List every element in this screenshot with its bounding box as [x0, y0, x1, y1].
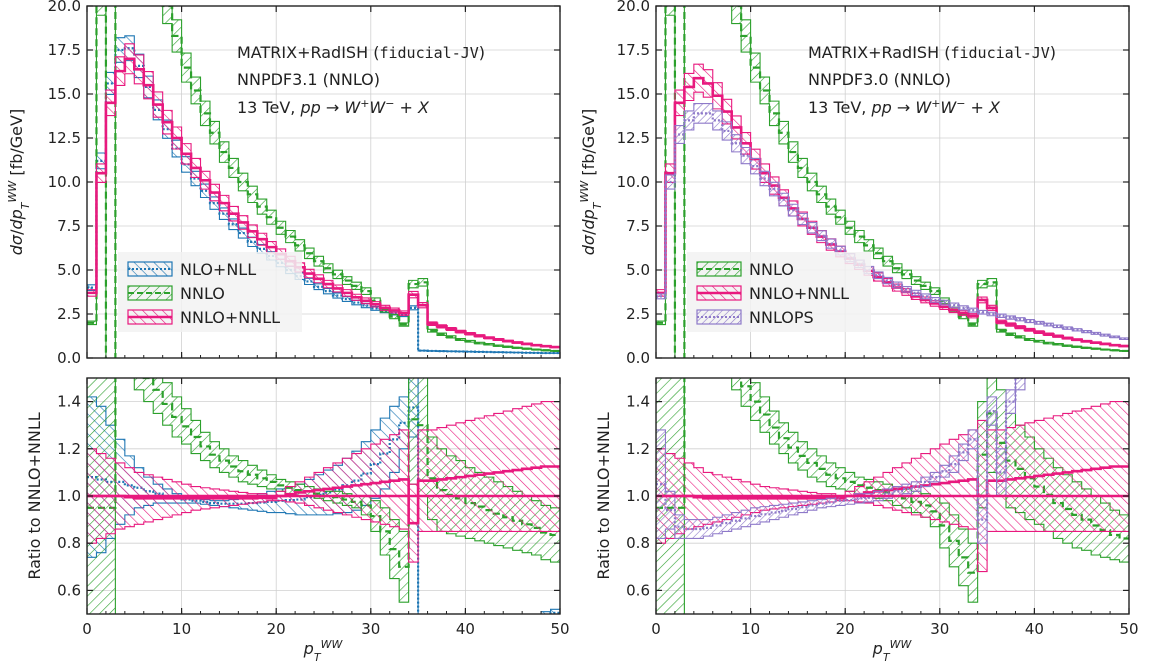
ytick-label: 10.0: [617, 173, 650, 191]
bands-right-bottom: [656, 378, 1129, 614]
ticks-left-top: 0.0 2.5 5.0 7.5 10.0 12.5 15.0 17.5 20.0: [48, 0, 561, 367]
legend-label-right-nnlo: NNLO: [749, 260, 794, 279]
xtick-label: 20: [267, 620, 286, 638]
band-nnlops: [656, 378, 1035, 544]
legend-item-right-nnlops: NNLOPS: [696, 308, 814, 327]
xlabel-left: pTWW: [303, 638, 344, 664]
xtick-label: 40: [1025, 620, 1044, 638]
ytick-label: 17.5: [617, 41, 650, 59]
band-nnlo-nnll: [87, 401, 560, 563]
ytick-label: 0.0: [626, 349, 650, 367]
ytick-label: 1.2: [626, 440, 650, 458]
ylabel-right-top: dσ/dpTWW [fb/GeV]: [578, 109, 604, 255]
ytick-label: 0.8: [57, 534, 81, 552]
legend-label-right-nnlops: NNLOPS: [749, 308, 814, 327]
ticks-right-top: 0.0 2.5 5.0 7.5 10.0 12.5 15.0 17.5 20.0: [617, 0, 1130, 367]
annotation-line-3: 13 TeV, pp → W+W− + X: [237, 97, 430, 118]
xtick-label: 10: [172, 620, 191, 638]
panel-left-top: 0.0 2.5 5.0 7.5 10.0 12.5 15.0 17.5 20.0 MATRIX+…: [6, 0, 561, 367]
xtick-label: 0: [651, 620, 661, 638]
xtick-label: 50: [550, 620, 569, 638]
panel-right-bottom: 0.6 0.8 1.0 1.2 1.4 0 10 20 30 40 50 Ratio to NNLO…: [594, 377, 1139, 664]
ytick-label: 0.6: [626, 581, 650, 599]
line-nnlo: [656, 6, 1129, 358]
xtick-label: 20: [836, 620, 855, 638]
ytick-label: 7.5: [626, 217, 650, 235]
line-nnlops: [656, 378, 1027, 531]
ytick-label: 5.0: [626, 261, 650, 279]
xtick-label: 30: [361, 620, 380, 638]
ytick-label: 10.0: [48, 173, 81, 191]
line-nnlo-nnll: [87, 57, 560, 349]
xtick-label: 30: [930, 620, 949, 638]
ytick-label: 1.0: [57, 487, 81, 505]
legend-label-nlo-nll: NLO+NLL: [180, 260, 256, 279]
annotation-right-line-3: 13 TeV, pp → W+W− + X: [808, 97, 1001, 118]
ytick-label: 15.0: [48, 85, 81, 103]
ytick-label: 1.4: [626, 393, 650, 411]
legend-right: NNLO NNLO+NNLL NNLOPS: [687, 252, 871, 332]
annotation-line-1: MATRIX+RadISH (fiducial-JV): [237, 43, 485, 62]
xtick-label: 50: [1119, 620, 1138, 638]
line-nnlo-nnll: [87, 465, 560, 525]
ytick-label: 2.5: [626, 305, 650, 323]
xtick-label: 10: [741, 620, 760, 638]
ylabel-right-bottom: Ratio to NNLO+NNLL: [594, 412, 613, 579]
ytick-label: 5.0: [57, 261, 81, 279]
ytick-label: 7.5: [57, 217, 81, 235]
ytick-label: 1.0: [626, 487, 650, 505]
band-nnlo-nnll: [87, 43, 560, 349]
line-nnlops: [656, 112, 1129, 340]
annotation-line-2: NNPDF3.1 (NNLO): [237, 70, 380, 89]
ytick-label: 20.0: [48, 0, 81, 15]
ytick-label: 2.5: [57, 305, 81, 323]
xlabel-right: pTWW: [872, 638, 913, 664]
legend-item-nnlo: NNLO: [127, 284, 225, 303]
legend-left: NLO+NLL NNLO NNLO+NNLL: [118, 252, 302, 332]
annotation-left: MATRIX+RadISH (fiducial-JV) NNPDF3.1 (NN…: [237, 43, 485, 117]
bands-left-bottom: [87, 378, 560, 614]
legend-item-right-nnlo: NNLO: [696, 260, 794, 279]
legend-item-nnlo-nnll: NNLO+NNLL: [127, 308, 280, 327]
ytick-label: 17.5: [48, 41, 81, 59]
annotation-right-line-2: NNPDF3.0 (NNLO): [808, 70, 951, 89]
bands-left-top: [87, 6, 560, 358]
xtick-label: 0: [82, 620, 92, 638]
legend-label-nnlo: NNLO: [180, 284, 225, 303]
ylabel-left-top: dσ/dpTWW [fb/GeV]: [6, 109, 32, 255]
legend-item-nlo-nll: NLO+NLL: [127, 260, 256, 279]
panel-right-top: 0.0 2.5 5.0 7.5 10.0 12.5 15.0 17.5 20.0 MATRIX+…: [578, 0, 1130, 367]
annotation-right-line-1: MATRIX+RadISH (fiducial-JV): [808, 43, 1056, 62]
panel-left-bottom: 0.6 0.8 1.0 1.2 1.4 0 10 20 30 40 50 Ratio to NNLO…: [25, 377, 570, 664]
ticks-left-bottom: 0.6 0.8 1.0 1.2 1.4 0 10 20 30 40 50: [57, 378, 570, 638]
legend-label-right-nnlo-nnll: NNLO+NNLL: [749, 284, 849, 303]
xtick-label: 40: [456, 620, 475, 638]
line-nnlo: [87, 6, 560, 358]
annotation-right: MATRIX+RadISH (fiducial-JV) NNPDF3.0 (NN…: [808, 43, 1056, 117]
ytick-label: 0.6: [57, 581, 81, 599]
ytick-label: 0.8: [626, 534, 650, 552]
ytick-label: 1.4: [57, 393, 81, 411]
ytick-label: 20.0: [617, 0, 650, 15]
ytick-label: 15.0: [617, 85, 650, 103]
band-nnlo: [656, 6, 1129, 358]
band-nnlo: [87, 6, 560, 358]
ytick-label: 12.5: [48, 129, 81, 147]
ticks-right-bottom: 0.6 0.8 1.0 1.2 1.4 0 10 20 30 40 50: [626, 378, 1139, 638]
ytick-label: 1.2: [57, 440, 81, 458]
legend-label-nnlo-nnll: NNLO+NNLL: [180, 308, 280, 327]
bands-right-top: [656, 6, 1129, 358]
ytick-label: 12.5: [617, 129, 650, 147]
ytick-label: 0.0: [57, 349, 81, 367]
line-nlo-nll: [87, 47, 560, 355]
legend-item-right-nnlo-nnll: NNLO+NNLL: [696, 284, 849, 303]
ylabel-left-bottom: Ratio to NNLO+NNLL: [25, 412, 44, 579]
